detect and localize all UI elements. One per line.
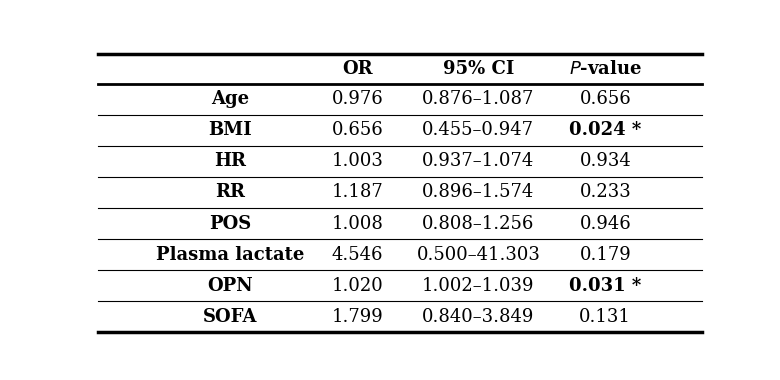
Text: 0.024 *: 0.024 * bbox=[569, 121, 641, 139]
Text: 0.656: 0.656 bbox=[580, 90, 631, 108]
Text: 1.020: 1.020 bbox=[332, 277, 383, 295]
Text: 1.799: 1.799 bbox=[332, 308, 383, 326]
Text: 0.808–1.256: 0.808–1.256 bbox=[422, 215, 534, 233]
Text: OPN: OPN bbox=[207, 277, 254, 295]
Text: 0.934: 0.934 bbox=[580, 152, 631, 170]
Text: 0.876–1.087: 0.876–1.087 bbox=[422, 90, 534, 108]
Text: HR: HR bbox=[215, 152, 246, 170]
Text: 1.002–1.039: 1.002–1.039 bbox=[422, 277, 534, 295]
Text: 1.008: 1.008 bbox=[332, 215, 384, 233]
Text: 0.131: 0.131 bbox=[580, 308, 631, 326]
Text: 0.031 *: 0.031 * bbox=[569, 277, 641, 295]
Text: SOFA: SOFA bbox=[204, 308, 257, 326]
Text: OR: OR bbox=[342, 60, 373, 78]
Text: 0.455–0.947: 0.455–0.947 bbox=[422, 121, 534, 139]
Text: 0.233: 0.233 bbox=[580, 184, 631, 201]
Text: 1.003: 1.003 bbox=[332, 152, 384, 170]
Text: 95% CI: 95% CI bbox=[442, 60, 514, 78]
Text: 1.187: 1.187 bbox=[332, 184, 383, 201]
Text: Age: Age bbox=[211, 90, 250, 108]
Text: 0.937–1.074: 0.937–1.074 bbox=[422, 152, 534, 170]
Text: 0.946: 0.946 bbox=[580, 215, 631, 233]
Text: POS: POS bbox=[209, 215, 252, 233]
Text: 0.656: 0.656 bbox=[332, 121, 383, 139]
Text: RR: RR bbox=[215, 184, 246, 201]
Text: 4.546: 4.546 bbox=[332, 245, 383, 264]
Text: BMI: BMI bbox=[208, 121, 253, 139]
Text: 0.500–41.303: 0.500–41.303 bbox=[417, 245, 541, 264]
Text: Plasma lactate: Plasma lactate bbox=[156, 245, 305, 264]
Text: 0.896–1.574: 0.896–1.574 bbox=[422, 184, 534, 201]
Text: 0.179: 0.179 bbox=[580, 245, 631, 264]
Text: 0.840–3.849: 0.840–3.849 bbox=[422, 308, 534, 326]
Text: $\mathit{P}$-value: $\mathit{P}$-value bbox=[569, 60, 642, 78]
Text: 0.976: 0.976 bbox=[332, 90, 383, 108]
